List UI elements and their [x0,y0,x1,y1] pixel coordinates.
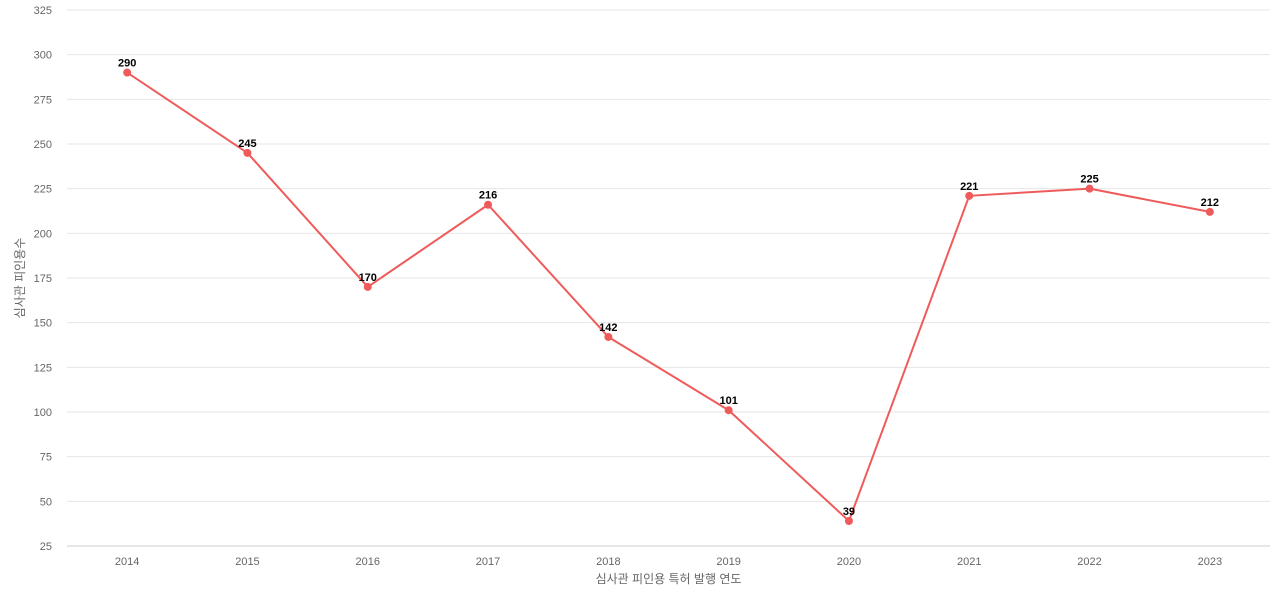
data-label: 245 [238,138,256,150]
y-axis-title: 심사관 피인용수 [13,238,27,319]
x-axis-ticks: 2014 2015 2016 2017 2018 2019 2020 2021 2022 2023 [115,556,1222,568]
x-tick-label: 2020 [837,556,861,568]
gridlines [67,9,1270,502]
y-tick-label: 25 [40,541,52,553]
x-axis-title: 심사관 피인용 특허 발행 연도 [596,571,742,586]
x-tick-label: 2014 [115,556,139,568]
data-point [604,332,613,341]
y-axis-ticks: 25 50 75 100 125 150 175 200 225 250 275 300 325 [34,5,52,553]
data-label: 39 [843,506,855,518]
y-tick-label: 325 [34,5,52,17]
y-tick-label: 175 [34,273,52,285]
data-label: 101 [719,395,737,407]
y-tick-label: 275 [34,94,52,106]
data-label: 225 [1080,174,1098,186]
x-tick-label: 2018 [596,556,620,568]
data-point [965,191,974,200]
x-tick-label: 2016 [356,556,380,568]
data-label: 212 [1201,197,1219,209]
y-tick-label: 150 [34,318,52,330]
data-labels: 290 245 170 216 142 101 39 221 225 212 [118,58,1219,518]
y-tick-label: 300 [34,50,52,62]
data-point [1205,207,1214,216]
y-tick-label: 50 [40,496,52,508]
x-tick-label: 2022 [1077,556,1101,568]
x-tick-label: 2015 [235,556,259,568]
x-tick-label: 2021 [957,556,981,568]
y-tick-label: 225 [34,184,52,196]
data-point [123,68,132,77]
data-label: 216 [479,190,497,202]
series-layer [123,68,1214,525]
data-point [724,406,733,415]
data-point [1085,184,1094,193]
data-point [363,282,372,291]
data-label: 221 [960,181,978,193]
data-point [243,148,252,157]
x-tick-label: 2023 [1198,556,1222,568]
data-label: 170 [359,272,377,284]
y-tick-label: 250 [34,139,52,151]
data-point [484,200,493,209]
y-tick-label: 200 [34,228,52,240]
x-tick-label: 2019 [716,556,740,568]
data-label: 142 [599,322,617,334]
y-tick-label: 100 [34,407,52,419]
data-label: 290 [118,58,136,70]
y-tick-label: 75 [40,452,52,464]
series-line [126,71,1211,522]
data-point [844,516,853,525]
x-tick-label: 2017 [476,556,500,568]
y-tick-label: 125 [34,362,52,374]
